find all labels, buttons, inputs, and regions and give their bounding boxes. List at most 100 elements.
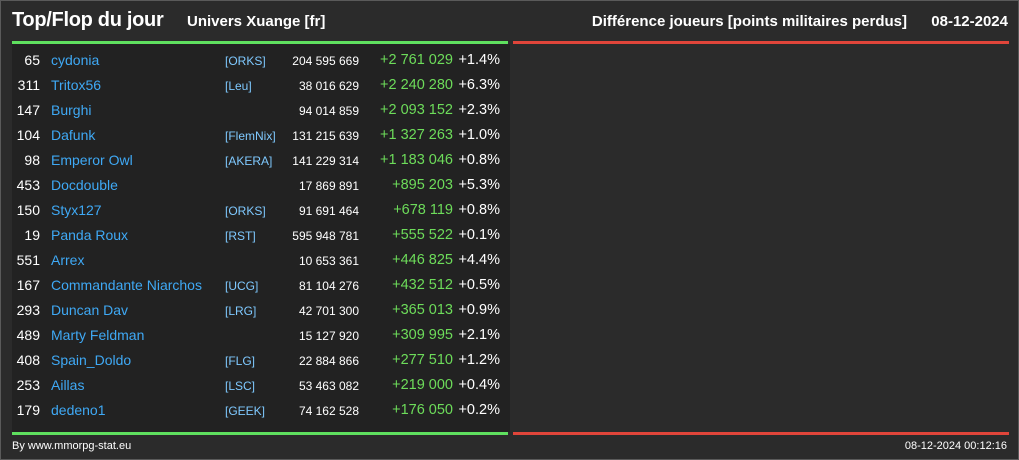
percent-change: +0.5%: [458, 277, 500, 293]
player-name-link[interactable]: Duncan Dav: [51, 302, 129, 318]
player-rank: 453: [16, 177, 40, 193]
player-rank: 311: [17, 77, 40, 93]
player-points: 91 691 464: [298, 204, 359, 218]
percent-change: +0.9%: [458, 302, 500, 318]
list-item: 179 dedeno1 [GEEK] 74 162 528 +176 050 +0.2%: [1, 398, 511, 423]
list-item: 551 Arrex 10 653 361 +446 825 +4.4%: [1, 248, 511, 273]
stat-type-label: Différence joueurs [points militaires pe…: [591, 13, 907, 30]
points-difference: +432 512: [392, 277, 453, 293]
player-points: 131 215 639: [292, 129, 359, 143]
points-difference: +555 522: [392, 227, 453, 243]
percent-change: +0.2%: [458, 402, 500, 418]
player-points: 81 104 276: [298, 279, 359, 293]
player-name-link[interactable]: Marty Feldman: [51, 327, 145, 343]
player-points: 94 014 859: [298, 104, 359, 118]
percent-change: +1.4%: [458, 52, 500, 68]
list-item: 147 Burghi 94 014 859 +2 093 152 +2.3%: [1, 98, 511, 123]
flop-list-divider: [513, 41, 1009, 44]
player-name-link[interactable]: Panda Roux: [51, 227, 129, 243]
player-points: 53 463 082: [298, 379, 359, 393]
universe-label: Univers Xuange [fr]: [187, 13, 326, 30]
player-name-link[interactable]: dedeno1: [51, 402, 106, 418]
alliance-tag[interactable]: [RST]: [225, 229, 256, 243]
list-item: 311 Tritox56 [Leu] 38 016 629 +2 240 280 +6.3…: [1, 73, 511, 98]
alliance-tag[interactable]: [AKERA]: [225, 154, 273, 168]
flop-list-panel: [513, 44, 1009, 432]
player-points: 22 884 866: [298, 354, 359, 368]
player-rank: 98: [24, 152, 40, 168]
alliance-tag[interactable]: [ORKS]: [225, 54, 266, 68]
top-list-bottom-divider: [12, 432, 508, 435]
percent-change: +0.1%: [458, 227, 500, 243]
points-difference: +365 013: [392, 302, 453, 318]
points-difference: +176 050: [392, 402, 453, 418]
alliance-tag[interactable]: [Leu]: [225, 79, 252, 93]
points-difference: +2 761 029: [380, 52, 453, 68]
player-name-link[interactable]: Burghi: [51, 102, 92, 118]
list-item: 19 Panda Roux [RST] 595 948 781 +555 522 +0.1…: [1, 223, 511, 248]
player-points: 17 869 891: [298, 179, 359, 193]
header: Top/Flop du jour Univers Xuange [fr] Dif…: [1, 1, 1019, 41]
player-rank: 253: [16, 377, 40, 393]
player-name-link[interactable]: Aillas: [51, 377, 85, 393]
alliance-tag[interactable]: [FLG]: [225, 354, 256, 368]
player-name-link[interactable]: Spain_Doldo: [51, 352, 132, 368]
player-name-link[interactable]: Tritox56: [51, 77, 102, 93]
points-difference: +219 000: [392, 377, 453, 393]
player-name-link[interactable]: Emperor Owl: [51, 152, 133, 168]
player-name-link[interactable]: Commandante Niarchos: [51, 277, 202, 293]
percent-change: +1.0%: [458, 127, 500, 143]
player-rank: 551: [16, 252, 40, 268]
points-difference: +277 510: [392, 352, 453, 368]
player-rank: 65: [24, 52, 40, 68]
site-credit: By www.mmorpg-stat.eu: [12, 440, 132, 452]
points-difference: +2 240 280: [380, 77, 453, 93]
player-name-link[interactable]: Docdouble: [51, 177, 118, 193]
alliance-tag[interactable]: [LRG]: [225, 304, 257, 318]
player-rank: 147: [16, 102, 40, 118]
player-rank: 408: [16, 352, 40, 368]
page-title: Top/Flop du jour: [12, 9, 164, 31]
list-item: 453 Docdouble 17 869 891 +895 203 +5.3%: [1, 173, 511, 198]
list-item: 150 Styx127 [ORKS] 91 691 464 +678 119 +0.8%: [1, 198, 511, 223]
percent-change: +2.1%: [458, 327, 500, 343]
alliance-tag[interactable]: [LSC]: [225, 379, 256, 393]
player-rank: 150: [16, 202, 40, 218]
list-item: 65 cydonia [ORKS] 204 595 669 +2 761 029 +1.4…: [1, 48, 511, 73]
percent-change: +1.2%: [458, 352, 500, 368]
list-item: 408 Spain_Doldo [FLG] 22 884 866 +277 510 +1.…: [1, 348, 511, 373]
alliance-tag[interactable]: [FlemNix]: [225, 129, 276, 143]
player-points: 74 162 528: [298, 404, 359, 418]
player-points: 42 701 300: [298, 304, 359, 318]
player-rank: 489: [16, 327, 40, 343]
player-name-link[interactable]: cydonia: [51, 52, 100, 68]
percent-change: +0.8%: [458, 152, 500, 168]
list-item: 104 Dafunk [FlemNix] 131 215 639 +1 327 263 +…: [1, 123, 511, 148]
points-difference: +2 093 152: [380, 102, 453, 118]
player-points: 595 948 781: [292, 229, 359, 243]
player-rank: 167: [16, 277, 40, 293]
percent-change: +4.4%: [458, 252, 500, 268]
player-points: 15 127 920: [298, 329, 359, 343]
alliance-tag[interactable]: [UCG]: [225, 279, 259, 293]
alliance-tag[interactable]: [ORKS]: [225, 204, 266, 218]
points-difference: +895 203: [392, 177, 453, 193]
generated-timestamp: 08-12-2024 00:12:16: [904, 440, 1007, 452]
alliance-tag[interactable]: [GEEK]: [225, 404, 266, 418]
list-item: 293 Duncan Dav [LRG] 42 701 300 +365 013 +0.9…: [1, 298, 511, 323]
player-rank: 19: [24, 227, 40, 243]
percent-change: +5.3%: [458, 177, 500, 193]
list-item: 253 Aillas [LSC] 53 463 082 +219 000 +0.4%: [1, 373, 511, 398]
list-item: 167 Commandante Niarchos [UCG] 81 104 276 +4…: [1, 273, 511, 298]
percent-change: +2.3%: [458, 102, 500, 118]
player-name-link[interactable]: Dafunk: [51, 127, 96, 143]
percent-change: +0.8%: [458, 202, 500, 218]
date-label: 08-12-2024: [931, 13, 1008, 30]
player-name-link[interactable]: Arrex: [51, 252, 85, 268]
player-points: 10 653 361: [298, 254, 359, 268]
points-difference: +446 825: [392, 252, 453, 268]
player-name-link[interactable]: Styx127: [51, 202, 102, 218]
points-difference: +1 183 046: [380, 152, 453, 168]
list-item: 489 Marty Feldman 15 127 920 +309 995 +2.1%: [1, 323, 511, 348]
player-rank: 179: [16, 402, 40, 418]
